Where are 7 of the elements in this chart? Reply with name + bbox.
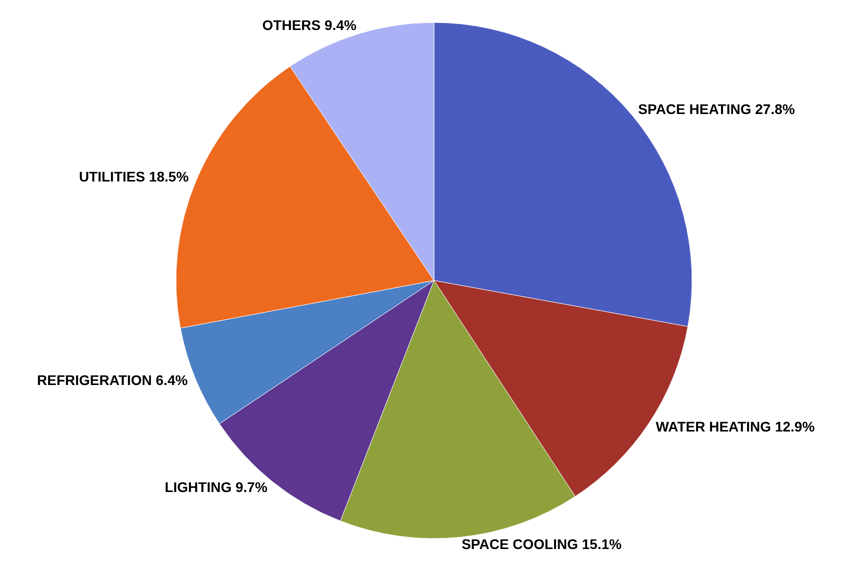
slice-label: UTILITIES 18.5% [78, 168, 190, 185]
slice-label: SPACE COOLING 15.1% [462, 536, 622, 552]
slice-label: WATER HEATING 12.9% [656, 418, 816, 434]
slice-label: REFRIGERATION 6.4% [37, 372, 188, 388]
slice-label: LIGHTING 9.7% [164, 478, 268, 495]
slice-label: OTHERS 9.4% [262, 17, 357, 34]
slice-label: SPACE HEATING 27.8% [638, 101, 796, 118]
